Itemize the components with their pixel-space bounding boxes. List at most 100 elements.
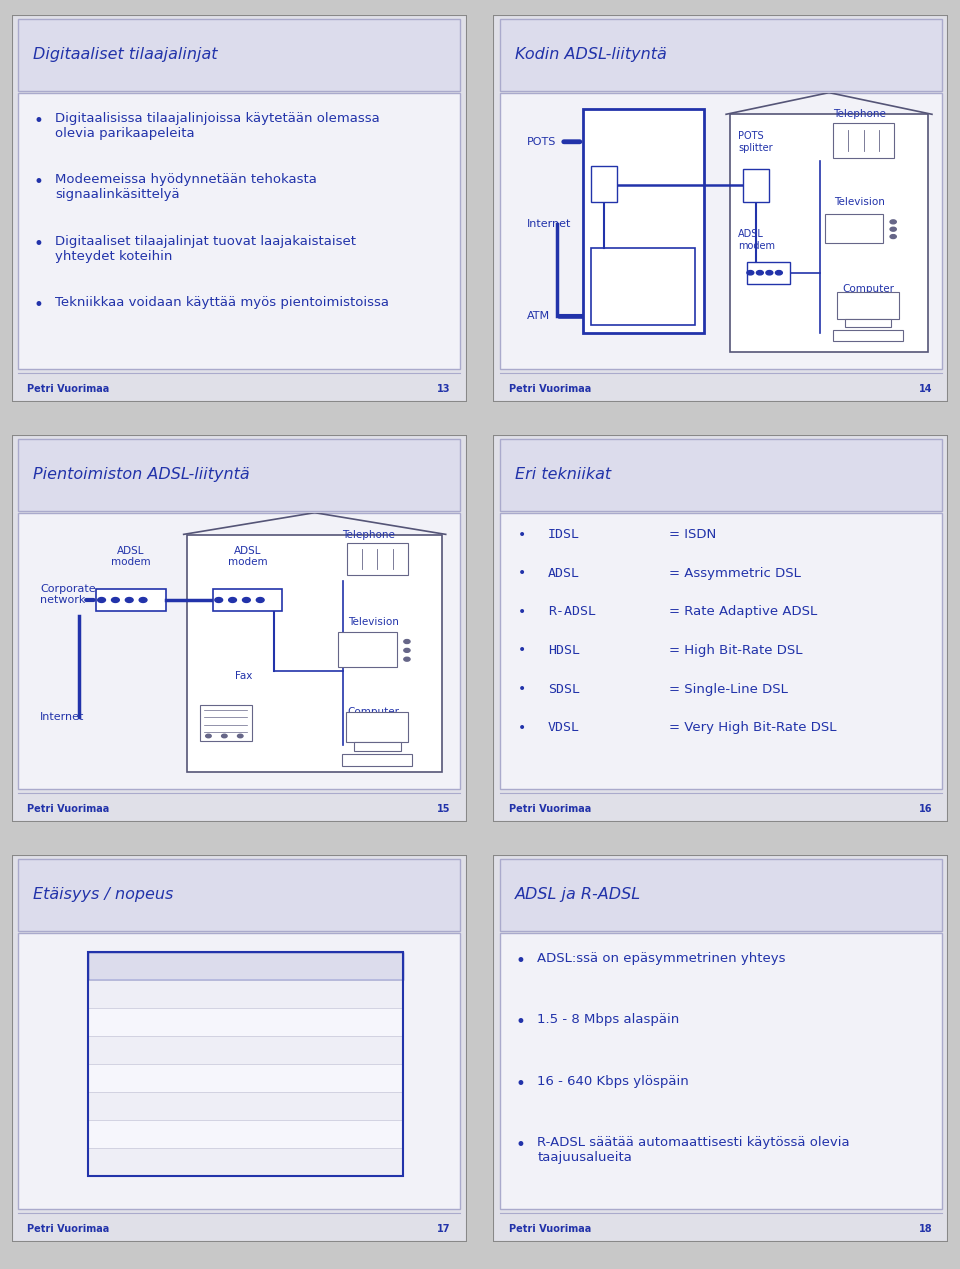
Text: 900 m: 900 m xyxy=(111,1127,151,1140)
Text: Digitaaliset tilaajalinjat: Digitaaliset tilaajalinjat xyxy=(34,47,218,62)
Circle shape xyxy=(215,598,223,603)
Bar xyxy=(18,439,460,510)
Text: •: • xyxy=(34,112,43,129)
Bar xyxy=(833,123,894,159)
Text: •: • xyxy=(517,566,526,580)
Bar xyxy=(87,1091,403,1119)
Bar xyxy=(87,1036,403,1063)
Text: Eri tekniikat: Eri tekniikat xyxy=(516,467,612,482)
Text: Computer: Computer xyxy=(348,707,399,717)
Text: = Rate Adaptive ADSL: = Rate Adaptive ADSL xyxy=(669,605,817,618)
Bar xyxy=(591,249,695,325)
Text: Telephone: Telephone xyxy=(833,109,886,119)
Bar xyxy=(18,93,460,369)
Text: Petri Vuorimaa: Petri Vuorimaa xyxy=(28,805,109,815)
Text: Pientoimiston ADSL-liityntä: Pientoimiston ADSL-liityntä xyxy=(34,467,250,482)
Text: = Very High Bit-Rate DSL: = Very High Bit-Rate DSL xyxy=(669,721,836,735)
Text: ADSL ja R-ADSL: ADSL ja R-ADSL xyxy=(516,887,641,902)
Text: Petri Vuorimaa: Petri Vuorimaa xyxy=(510,805,591,815)
Text: ADSL:ssä on epäsymmetrinen yhteys: ADSL:ssä on epäsymmetrinen yhteys xyxy=(538,952,785,964)
Text: 3 700 m: 3 700 m xyxy=(105,1043,157,1056)
Bar xyxy=(500,93,942,369)
Text: Telephone: Telephone xyxy=(343,529,396,539)
Bar xyxy=(354,742,400,751)
Bar xyxy=(845,319,891,327)
Text: 25.820 Mbps: 25.820 Mbps xyxy=(251,1127,331,1140)
Circle shape xyxy=(139,598,147,603)
Bar xyxy=(730,114,928,352)
Text: Modeemeissa hyödynnetään tehokasta
signaalinkäsittelyä: Modeemeissa hyödynnetään tehokasta signa… xyxy=(56,173,317,201)
Bar xyxy=(96,589,165,610)
Text: •: • xyxy=(516,1075,525,1093)
Text: •: • xyxy=(516,1136,525,1154)
Circle shape xyxy=(404,657,410,661)
Text: 14: 14 xyxy=(919,385,932,395)
Text: Internet: Internet xyxy=(40,712,84,722)
Text: 16 - 640 Kbps ylöspäin: 16 - 640 Kbps ylöspäin xyxy=(538,1075,689,1088)
Text: POTS
splitter: POTS splitter xyxy=(738,131,773,152)
Circle shape xyxy=(890,235,897,239)
Text: HDSL: HDSL xyxy=(548,643,580,657)
Text: ADSL
modem: ADSL modem xyxy=(228,546,268,567)
Text: 17: 17 xyxy=(437,1225,450,1235)
Text: ATM: ATM xyxy=(526,311,549,321)
Bar xyxy=(200,704,252,741)
Bar xyxy=(500,859,942,930)
Bar xyxy=(348,543,408,575)
Bar xyxy=(87,952,403,1175)
Bar xyxy=(833,330,903,341)
Text: •: • xyxy=(34,173,43,192)
Text: SDSL: SDSL xyxy=(548,683,580,695)
Text: ADSL
modem: ADSL modem xyxy=(738,230,776,251)
Text: Television: Television xyxy=(348,617,398,627)
Text: R-ADSL: R-ADSL xyxy=(548,605,596,618)
Text: Computer: Computer xyxy=(842,284,894,294)
Bar xyxy=(339,632,396,666)
Text: Nopeus: Nopeus xyxy=(265,959,317,972)
Text: 8.448 Mbps: 8.448 Mbps xyxy=(254,1071,327,1084)
Circle shape xyxy=(747,270,754,275)
Circle shape xyxy=(228,598,236,603)
Text: 1.5 - 8 Mbps alaspäin: 1.5 - 8 Mbps alaspäin xyxy=(538,1013,680,1027)
Circle shape xyxy=(237,735,243,737)
Bar xyxy=(747,261,790,284)
Text: Petri Vuorimaa: Petri Vuorimaa xyxy=(510,385,591,395)
Bar xyxy=(18,19,460,90)
Text: 15: 15 xyxy=(437,805,450,815)
Text: Etäisyys: Etäisyys xyxy=(102,959,160,972)
Text: Tekniikkaa voidaan käyttää myös pientoimistoissa: Tekniikkaa voidaan käyttää myös pientoim… xyxy=(56,296,390,308)
Text: Petri Vuorimaa: Petri Vuorimaa xyxy=(28,385,109,395)
Circle shape xyxy=(111,598,119,603)
Text: POTS: POTS xyxy=(526,137,556,147)
Circle shape xyxy=(890,227,897,231)
Bar xyxy=(500,19,942,90)
Text: VDSL: VDSL xyxy=(548,721,580,735)
Text: ADSL
Mux: ADSL Mux xyxy=(629,274,658,296)
Text: •: • xyxy=(517,643,526,657)
Text: Digitaalisissa tilaajalinjoissa käytetään olemassa
olevia parikaapeleita: Digitaalisissa tilaajalinjoissa käytetää… xyxy=(56,112,380,140)
Text: 1 400 m: 1 400 m xyxy=(105,1099,156,1112)
Text: = ISDN: = ISDN xyxy=(669,528,716,541)
Circle shape xyxy=(404,640,410,643)
Circle shape xyxy=(205,735,211,737)
Text: 300 m: 300 m xyxy=(111,1155,151,1167)
Text: •: • xyxy=(34,235,43,253)
Text: IDSL: IDSL xyxy=(548,528,580,541)
Text: Kodin ADSL-liityntä: Kodin ADSL-liityntä xyxy=(516,47,667,62)
Text: Digitaaliset tilaajalinjat tuovat laajakaistaiset
yhteydet koteihin: Digitaaliset tilaajalinjat tuovat laajak… xyxy=(56,235,356,263)
Text: •: • xyxy=(517,683,526,697)
Circle shape xyxy=(776,270,782,275)
Bar xyxy=(87,1008,403,1036)
Text: 12.960 Mbps: 12.960 Mbps xyxy=(251,1099,331,1112)
Text: = High Bit-Rate DSL: = High Bit-Rate DSL xyxy=(669,643,803,657)
Bar xyxy=(500,933,942,1209)
Bar xyxy=(18,859,460,930)
Text: Fax: Fax xyxy=(234,671,252,681)
Text: = Single-Line DSL: = Single-Line DSL xyxy=(669,683,788,695)
Text: •: • xyxy=(516,1013,525,1032)
Text: 2.048 Mbps: 2.048 Mbps xyxy=(254,1015,327,1028)
Circle shape xyxy=(756,270,763,275)
Bar xyxy=(583,109,704,332)
Text: Corporate
network: Corporate network xyxy=(40,584,96,605)
Bar xyxy=(87,952,403,980)
